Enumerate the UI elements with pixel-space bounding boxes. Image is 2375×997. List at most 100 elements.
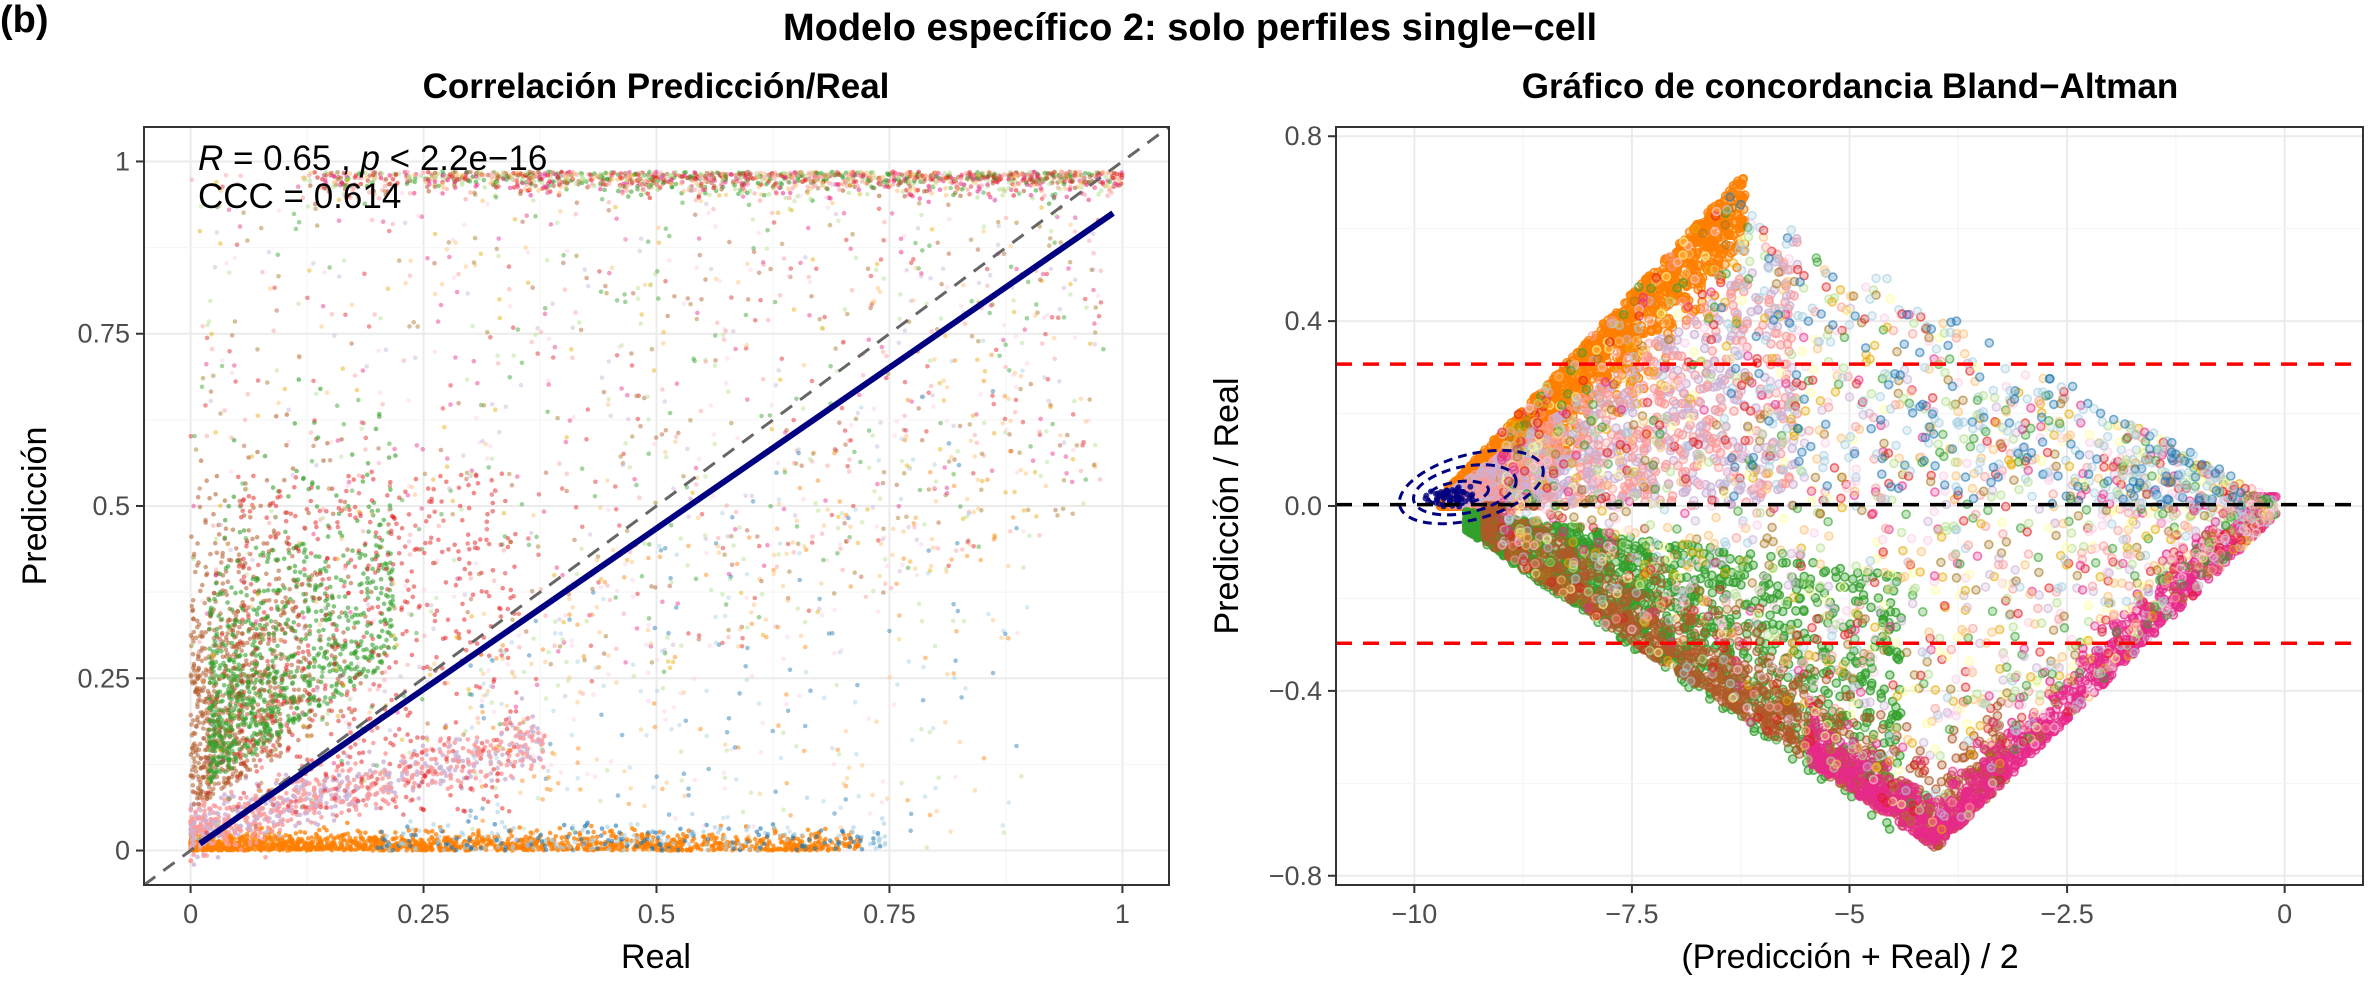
- data-point: [298, 829, 303, 835]
- data-point: [262, 830, 267, 836]
- data-point: [226, 829, 231, 835]
- data-point: [426, 829, 431, 835]
- data-point: [229, 585, 234, 590]
- data-point: [381, 759, 386, 764]
- data-point: [484, 519, 490, 525]
- data-point: [210, 758, 216, 763]
- data-point: [386, 772, 392, 777]
- data-point: [419, 766, 425, 771]
- data-point: [241, 528, 247, 533]
- data-point: [207, 705, 212, 711]
- data-point: [288, 817, 294, 822]
- data-point: [255, 577, 261, 582]
- data-point: [609, 838, 615, 844]
- data-point: [577, 832, 583, 838]
- data-point: [414, 637, 419, 643]
- data-point: [366, 791, 371, 797]
- data-point: [311, 694, 317, 699]
- data-point: [270, 802, 276, 807]
- data-point: [248, 842, 253, 847]
- data-point: [402, 599, 408, 604]
- data-point: [465, 532, 471, 537]
- data-point: [417, 784, 422, 789]
- data-point: [207, 680, 213, 685]
- data-point: [260, 550, 266, 556]
- data-point: [305, 698, 310, 704]
- data-point: [561, 845, 566, 850]
- data-point: [325, 602, 331, 608]
- data-point: [312, 712, 318, 718]
- data-point: [286, 542, 292, 547]
- data-point: [234, 546, 239, 551]
- data-point: [466, 560, 472, 566]
- data-point: [256, 810, 262, 816]
- data-point: [222, 776, 227, 781]
- data-point: [238, 828, 244, 834]
- data-point: [228, 782, 233, 787]
- data-point: [261, 716, 266, 721]
- data-point: [467, 837, 472, 843]
- data-point: [190, 750, 196, 755]
- data-point: [221, 832, 226, 838]
- data-point: [415, 761, 421, 766]
- data-point: [207, 728, 212, 733]
- data-point: [192, 759, 197, 765]
- data-point: [376, 634, 381, 639]
- data-point: [212, 540, 218, 546]
- data-point: [520, 763, 525, 768]
- data-point: [305, 643, 311, 648]
- data-point: [230, 644, 235, 650]
- data-point: [292, 628, 298, 634]
- data-point: [204, 796, 210, 801]
- data-point: [442, 742, 447, 747]
- data-point: [265, 835, 271, 841]
- data-point: [466, 759, 471, 765]
- data-point: [296, 645, 302, 650]
- data-point: [367, 768, 373, 773]
- data-point: [823, 826, 828, 832]
- data-point: [189, 814, 194, 820]
- data-point: [658, 842, 663, 847]
- data-point: [268, 534, 273, 539]
- data-point: [394, 835, 399, 841]
- data-point: [718, 841, 724, 846]
- data-point: [877, 843, 883, 849]
- data-point: [322, 788, 328, 793]
- data-point: [276, 568, 282, 574]
- data-point: [292, 421, 298, 426]
- data-point: [261, 741, 267, 747]
- data-point: [223, 647, 229, 653]
- data-point: [311, 646, 317, 651]
- data-point: [456, 549, 461, 554]
- data-point: [291, 787, 297, 793]
- data-point: [379, 585, 385, 591]
- data-point: [416, 828, 422, 834]
- data-point: [490, 568, 496, 573]
- data-point: [218, 699, 224, 704]
- data-point: [341, 630, 346, 635]
- data-point: [207, 495, 212, 501]
- data-point: [191, 616, 196, 621]
- data-point: [448, 773, 453, 779]
- data-point: [483, 774, 488, 779]
- data-point: [238, 515, 244, 520]
- data-point: [385, 493, 390, 498]
- data-point: [359, 759, 364, 764]
- data-point: [230, 673, 235, 679]
- data-point: [283, 772, 289, 778]
- data-point: [500, 585, 506, 591]
- data-point: [427, 499, 432, 504]
- data-point: [304, 779, 309, 784]
- data-point: [561, 822, 567, 828]
- data-point: [301, 475, 306, 481]
- data-point: [410, 594, 416, 600]
- data-point: [623, 841, 628, 846]
- data-point: [264, 515, 270, 520]
- data-point: [429, 756, 434, 762]
- data-point: [437, 765, 442, 771]
- data-point: [358, 830, 363, 835]
- data-point: [386, 847, 392, 853]
- data-point: [258, 600, 264, 606]
- data-point: [519, 696, 525, 701]
- data-point: [264, 721, 270, 727]
